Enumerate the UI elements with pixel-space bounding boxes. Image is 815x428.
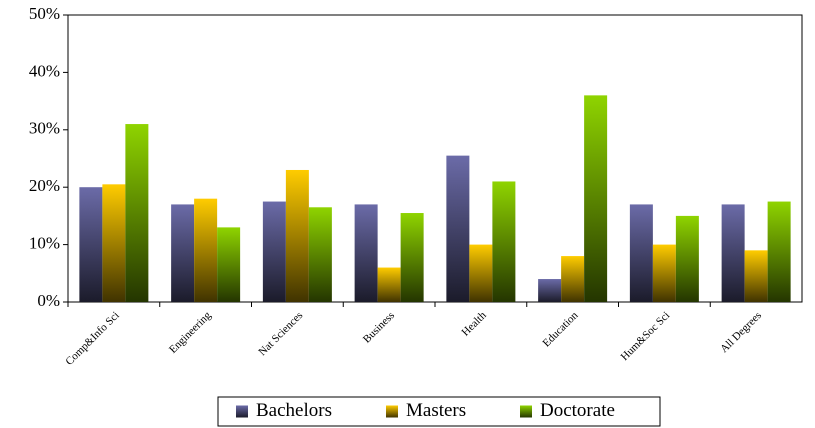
- bar: [629, 204, 653, 302]
- legend-box: [217, 396, 661, 427]
- y-tick-label: 0%: [37, 291, 60, 310]
- y-tick-label: 50%: [29, 4, 60, 23]
- legend-label: Bachelors: [256, 400, 332, 421]
- y-tick-label: 40%: [29, 61, 60, 80]
- x-tick-label: Engineering: [167, 309, 214, 356]
- bar: [469, 244, 493, 302]
- y-tick-label: 20%: [29, 176, 60, 195]
- x-tick-label: Nat Sciences: [256, 309, 305, 358]
- bar: [446, 155, 470, 302]
- x-tick-label: Comp&Info Sci: [63, 309, 121, 367]
- bar: [125, 124, 149, 302]
- legend-label: Masters: [406, 400, 466, 421]
- bar: [377, 267, 401, 302]
- bar: [400, 213, 424, 302]
- bar: [102, 184, 126, 302]
- bar: [561, 256, 585, 302]
- bar: [194, 198, 218, 302]
- legend-label: Doctorate: [540, 400, 615, 421]
- x-tick-label: All Degrees: [718, 309, 764, 355]
- bar: [721, 204, 745, 302]
- bar: [767, 201, 791, 302]
- bar: [675, 215, 699, 302]
- bar: [285, 169, 309, 302]
- x-tick-label: Business: [361, 309, 397, 345]
- bar: [217, 227, 241, 302]
- bar: [171, 204, 195, 302]
- bar: [354, 204, 378, 302]
- x-tick-label: Education: [541, 309, 581, 349]
- y-tick-label: 30%: [29, 119, 60, 138]
- bar: [79, 187, 103, 302]
- legend-swatch: [236, 405, 248, 418]
- y-tick-label: 10%: [29, 234, 60, 253]
- legend-swatch: [386, 405, 398, 418]
- bar: [492, 181, 516, 302]
- x-tick-label: Health: [460, 309, 490, 339]
- bar: [262, 201, 286, 302]
- x-tick-label: Hum&Soc Sci: [619, 309, 673, 363]
- bar: [652, 244, 676, 302]
- bar: [538, 279, 562, 302]
- legend-swatch: [520, 405, 532, 418]
- bar: [308, 207, 332, 302]
- bar: [744, 250, 768, 302]
- bar: [584, 95, 608, 302]
